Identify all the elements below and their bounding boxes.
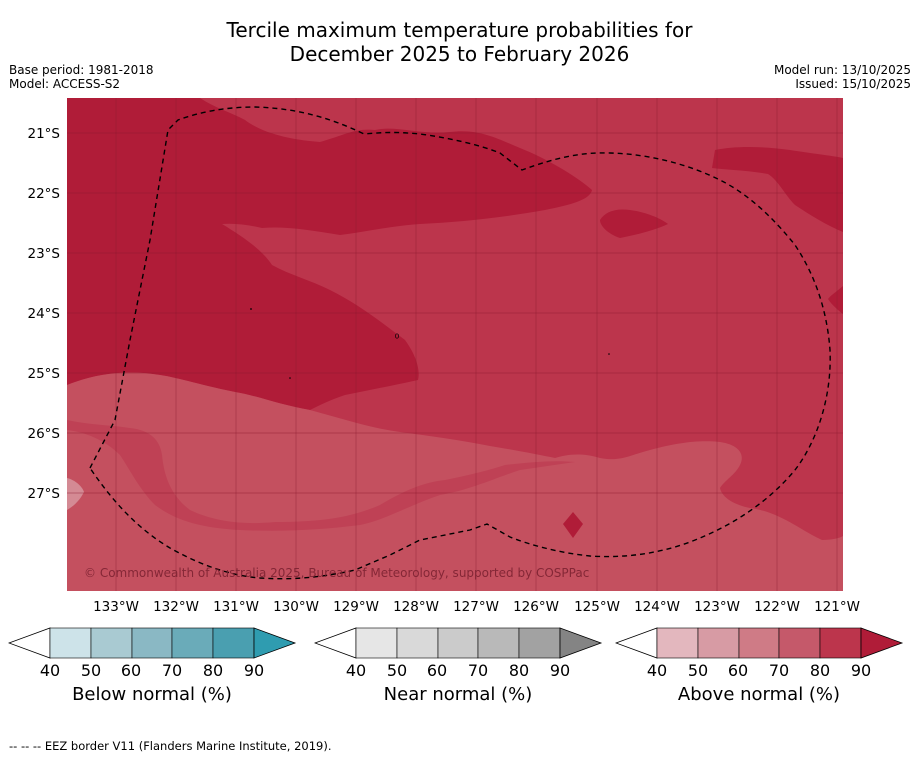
colorbar-segment <box>212 627 255 659</box>
colorbar-tick: 60 <box>728 661 748 680</box>
lon-label: 129°W <box>333 599 379 615</box>
colorbar-above <box>615 627 904 659</box>
lat-label: 26°S <box>28 426 61 442</box>
colorbar-segment <box>90 627 133 659</box>
colorbar-segment <box>131 627 173 659</box>
lat-label: 23°S <box>28 246 61 262</box>
lon-label: 126°W <box>513 599 559 615</box>
lon-label: 123°W <box>694 599 740 615</box>
colorbar-tick: 80 <box>509 661 529 680</box>
title-line-2: December 2025 to February 2026 <box>289 42 630 66</box>
colorbar-high-arrow <box>559 627 603 659</box>
fill-above-70-80-lower-band <box>67 420 575 531</box>
fill-above-50-60 <box>67 478 84 510</box>
colorbar-tick: 50 <box>81 661 101 680</box>
map-fill-layers: © Commonwealth of Australia 2025, Bureau… <box>67 98 843 591</box>
colorbar-above-ticks: 40 50 60 70 80 90 <box>647 661 871 680</box>
lat-label: 27°S <box>28 486 61 502</box>
colorbar-below-label: Below normal (%) <box>72 684 232 705</box>
lat-label: 22°S <box>28 186 61 202</box>
colorbar-tick: 40 <box>647 661 667 680</box>
colorbar-tick: 60 <box>427 661 447 680</box>
lon-label: 130°W <box>273 599 319 615</box>
latitude-labels: 21°S 22°S 23°S 24°S 25°S 26°S 27°S <box>28 126 61 502</box>
model-run-label: Model run: 13/10/2025 <box>773 63 911 77</box>
colorbar-low-arrow <box>615 627 658 659</box>
meta-right: Model run: 13/10/2025 Issued: 15/10/2025 <box>774 63 911 91</box>
lat-label: 24°S <box>28 306 61 322</box>
page-title: Tercile maximum temperature probabilitie… <box>0 18 919 66</box>
colorbar-below-ticks: 40 50 60 70 80 90 <box>40 661 264 680</box>
colorbar-above-label: Above normal (%) <box>677 684 841 705</box>
eez-legend-note: -- -- -- EEZ border V11 (Flanders Marine… <box>9 739 332 753</box>
lon-label: 128°W <box>393 599 439 615</box>
model-label: Model: ACCESS-S2 <box>9 77 121 91</box>
colorbar-near-label: Near normal (%) <box>383 684 533 705</box>
lon-label: 132°W <box>153 599 199 615</box>
fill-above-80-90-northeast <box>712 147 843 232</box>
colorbar-tick: 50 <box>688 661 708 680</box>
colorbar-near <box>314 627 603 659</box>
colorbar-segment <box>778 627 821 659</box>
colorbar-tick: 90 <box>851 661 871 680</box>
lon-label: 122°W <box>754 599 800 615</box>
lon-label: 124°W <box>634 599 680 615</box>
probability-map: © Commonwealth of Australia 2025, Bureau… <box>28 98 860 615</box>
copyright-text: © Commonwealth of Australia 2025, Bureau… <box>84 566 589 580</box>
colorbar-tick: 80 <box>810 661 830 680</box>
lon-label: 131°W <box>213 599 259 615</box>
colorbar-segment <box>171 627 214 659</box>
colorbar-segment <box>656 627 699 659</box>
lat-label: 25°S <box>28 366 61 382</box>
colorbar-low-arrow <box>8 627 51 659</box>
colorbar-tick: 40 <box>40 661 60 680</box>
longitude-gridlines <box>115 98 838 591</box>
colorbar-tick: 90 <box>550 661 570 680</box>
fill-above-80-90-patch <box>600 209 668 238</box>
colorbar-below <box>8 627 297 659</box>
colorbar-segment <box>518 627 561 659</box>
latitude-gridlines <box>67 132 843 494</box>
colorbar-tick: 90 <box>244 661 264 680</box>
colorbar-high-arrow <box>253 627 297 659</box>
eez-border <box>89 106 831 580</box>
lon-label: 121°W <box>814 599 860 615</box>
base-period-label: Base period: 1981-2018 <box>9 63 154 77</box>
colorbar-tick: 70 <box>769 661 789 680</box>
colorbar-low-arrow <box>314 627 357 659</box>
lon-label: 127°W <box>453 599 499 615</box>
colorbar-near-ticks: 40 50 60 70 80 90 <box>346 661 570 680</box>
colorbar-tick: 80 <box>203 661 223 680</box>
lat-label: 21°S <box>28 126 61 142</box>
colorbar-tick: 40 <box>346 661 366 680</box>
colorbar-tick: 60 <box>121 661 141 680</box>
island-markers <box>250 308 610 379</box>
longitude-labels: 133°W 132°W 131°W 130°W 129°W 128°W 127°… <box>93 599 860 615</box>
meta-left: Base period: 1981-2018 Model: ACCESS-S2 <box>9 63 154 91</box>
colorbar-segment <box>819 627 862 659</box>
colorbar-tick: 70 <box>468 661 488 680</box>
title-line-1: Tercile maximum temperature probabilitie… <box>226 18 693 42</box>
colorbar-tick: 70 <box>162 661 182 680</box>
colorbar-segment <box>396 627 439 659</box>
fill-above-80-90-diamond <box>563 512 583 538</box>
lon-label: 125°W <box>574 599 620 615</box>
colorbar-segment <box>738 627 780 659</box>
colorbar-tick: 50 <box>387 661 407 680</box>
colorbar-segment <box>49 627 92 659</box>
issued-label: Issued: 15/10/2025 <box>795 77 911 91</box>
colorbar-segment <box>697 627 740 659</box>
fill-above-80-90-west <box>67 98 592 410</box>
colorbar-high-arrow <box>860 627 904 659</box>
colorbar-segment <box>477 627 520 659</box>
fill-above-80-90-east-edge <box>828 286 843 314</box>
lon-label: 133°W <box>93 599 139 615</box>
colorbar-segment <box>355 627 398 659</box>
colorbar-segment <box>437 627 479 659</box>
